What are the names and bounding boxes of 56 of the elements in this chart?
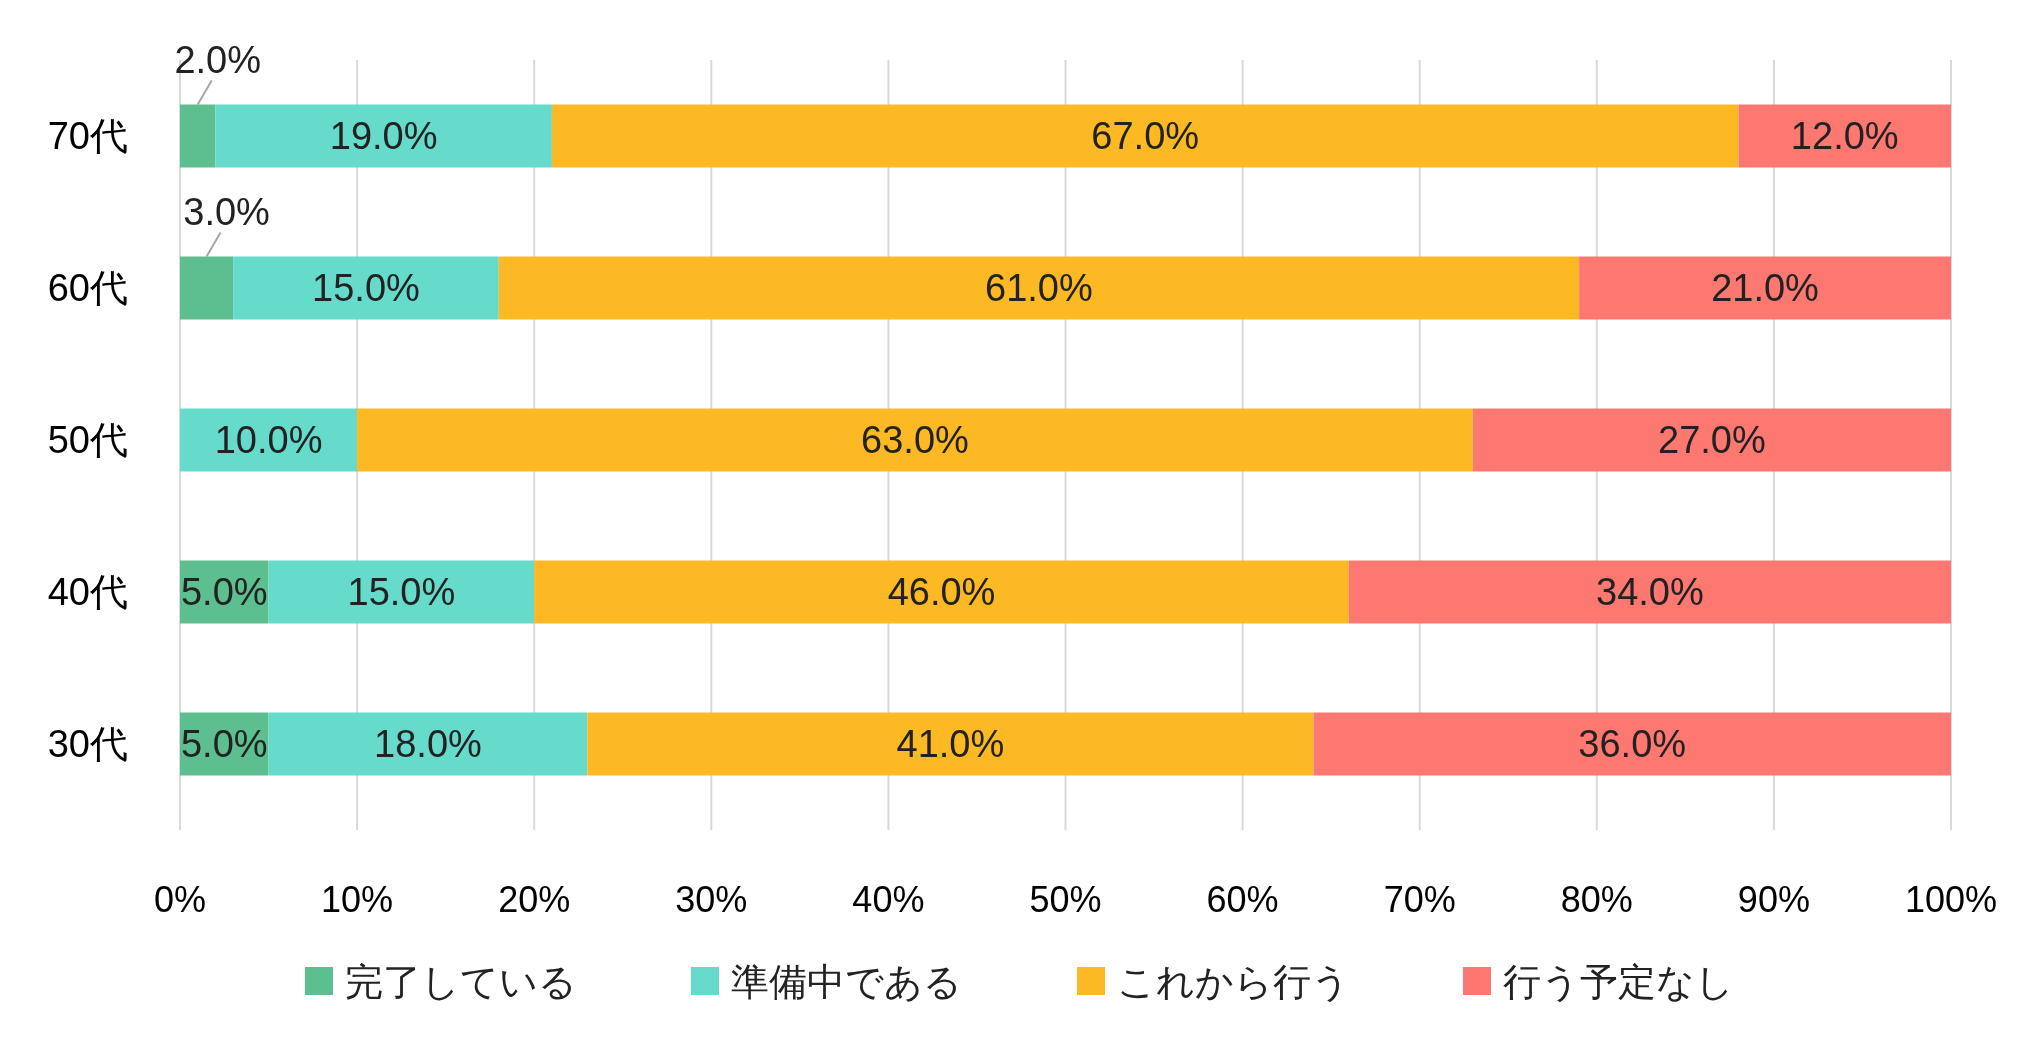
bar [357, 408, 1473, 472]
y-tick-label: 50代 [47, 419, 128, 461]
bar [268, 712, 588, 776]
data-label: 61.0% [985, 267, 1093, 309]
y-tick-label: 40代 [47, 571, 128, 613]
data-label: 15.0% [347, 571, 456, 613]
legend-label: 行う予定なし [1503, 961, 1734, 1003]
data-label: 10.0% [214, 419, 323, 461]
bar [1738, 104, 1951, 168]
data-label: 46.0% [887, 571, 996, 613]
x-tick-label: 40% [852, 879, 925, 920]
data-label: 5.0% [180, 571, 268, 613]
data-label: 15.0% [312, 267, 420, 309]
x-tick-label: 90% [1737, 879, 1810, 920]
bar [534, 560, 1349, 624]
legend-label: 準備中である [731, 961, 962, 1003]
x-tick-label: 10% [321, 879, 394, 920]
data-label: 2.0% [174, 38, 262, 81]
x-tick-label: 70% [1383, 879, 1456, 920]
legend-label: これから行う [1117, 961, 1350, 1003]
y-tick-label: 60代 [47, 267, 128, 309]
bar [587, 712, 1314, 776]
data-label: 12.0% [1790, 115, 1899, 157]
x-tick-label: 100% [1904, 879, 1998, 920]
bar [1313, 712, 1951, 776]
bar [1579, 256, 1951, 320]
data-label: 21.0% [1711, 267, 1819, 309]
data-label: 36.0% [1578, 723, 1687, 765]
data-label: 5.0% [180, 723, 268, 765]
bar [180, 408, 358, 472]
data-label: 41.0% [896, 723, 1005, 765]
bar [215, 104, 552, 168]
data-label: 27.0% [1658, 419, 1766, 461]
bar [498, 256, 1580, 320]
x-tick-label: 30% [675, 879, 748, 920]
x-tick-label: 80% [1560, 879, 1633, 920]
x-tick-label: 0% [153, 879, 207, 920]
data-label: 18.0% [374, 723, 482, 765]
data-label: 34.0% [1596, 571, 1704, 613]
bar [268, 560, 535, 624]
bar [1472, 408, 1951, 472]
bar [180, 256, 234, 320]
bar [233, 256, 499, 320]
legend-label: 完了している [345, 961, 577, 1003]
bar [551, 104, 1739, 168]
data-label: 67.0% [1091, 115, 1200, 157]
x-tick-label: 60% [1206, 879, 1279, 920]
x-tick-label: 50% [1029, 879, 1102, 920]
x-tick-label: 20% [498, 879, 571, 920]
bar [180, 104, 216, 168]
y-tick-label: 70代 [47, 115, 128, 157]
bar [1348, 560, 1951, 624]
data-label: 3.0% [183, 190, 270, 233]
data-label: 63.0% [861, 419, 969, 461]
y-tick-label: 30代 [47, 723, 128, 765]
data-label: 19.0% [329, 115, 438, 157]
